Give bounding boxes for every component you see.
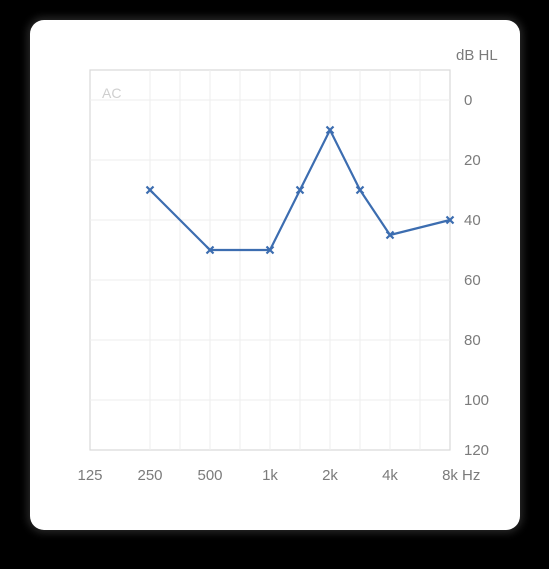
x-tick-label: 8k [442, 467, 458, 484]
y-tick-label: 60 [464, 272, 481, 289]
x-tick-label: 500 [197, 467, 222, 484]
y-tick-label: 0 [464, 92, 472, 109]
x-tick-label: 1k [262, 467, 278, 484]
x-tick-label: 4k [382, 467, 398, 484]
x-axis-unit: Hz [462, 467, 480, 484]
audiogram-chart: AC dB HL Hz 125 250 500 1k 2k 4k 8k 0 20 40 60 80 1… [30, 20, 520, 530]
series-label: AC [102, 85, 121, 101]
y-tick-label: 100 [464, 392, 489, 409]
y-tick-label: 40 [464, 212, 481, 229]
y-axis-unit: dB HL [456, 47, 498, 64]
y-tick-label: 80 [464, 332, 481, 349]
x-tick-label: 125 [77, 467, 102, 484]
x-tick-label: 250 [137, 467, 162, 484]
audiogram-card: AC dB HL Hz 125 250 500 1k 2k 4k 8k 0 20 40 60 80 1… [30, 20, 520, 530]
y-tick-label: 120 [464, 442, 489, 459]
y-tick-label: 20 [464, 152, 481, 169]
x-tick-label: 2k [322, 467, 338, 484]
